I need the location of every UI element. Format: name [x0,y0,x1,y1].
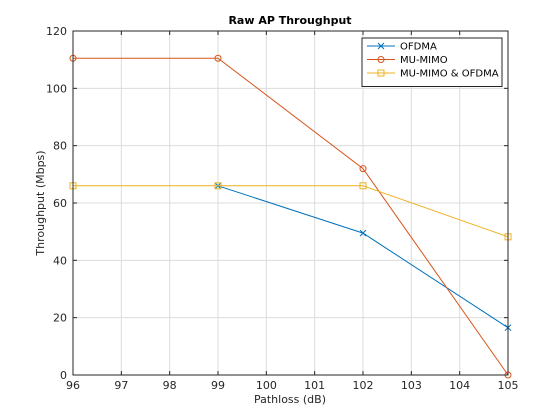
series-line [73,57,509,376]
data-point [359,182,367,190]
y-tick-label: 120 [46,25,67,38]
y-axis-title: Throughput (Mbps) [34,150,47,256]
series-2 [69,182,512,241]
x-tick-label: 99 [211,379,225,392]
x-axis-title: Pathloss (dB) [254,393,326,406]
x-tick-label: 105 [498,379,519,392]
data-point [214,54,222,62]
chart-title: Raw AP Throughput [228,14,351,27]
data-point [359,229,367,237]
legend-marker [377,69,385,77]
legend-label: MU-MIMO [400,55,448,66]
legend-label: OFDMA [400,42,437,53]
series-line [73,185,509,238]
x-tick-label: 103 [401,379,422,392]
series-layer [69,54,512,379]
x-tick-label: 96 [66,379,80,392]
y-tick-label: 0 [60,369,67,382]
y-tick-label: 60 [53,197,67,210]
x-tick-label: 98 [163,379,177,392]
y-tick-label: 40 [53,254,67,267]
x-tick-label: 102 [353,379,374,392]
data-point [214,182,222,190]
legend-marker [377,42,385,50]
x-tick-label: 97 [114,379,128,392]
y-tick-label: 20 [53,312,67,325]
grid-lines [73,31,508,375]
x-tick-label: 100 [256,379,277,392]
axis-ticks: 96 97 98 99 100 101 102 103 104 105 0 20 40 60 80 100 12… [46,25,519,392]
legend-item: MU-MIMO [367,55,448,66]
legend-item: MU-MIMO & OFDMA [367,69,499,80]
legend-item: OFDMA [367,42,437,53]
y-tick-label: 100 [46,82,67,95]
x-tick-label: 104 [449,379,470,392]
x-tick-label: 101 [304,379,325,392]
y-tick-label: 80 [53,140,67,153]
legend-marker [377,56,385,63]
data-point [359,165,367,173]
legend-label: MU-MIMO & OFDMA [400,69,499,80]
legend: OFDMA MU-MIMO MU-MIMO & OFDMA [361,37,503,87]
